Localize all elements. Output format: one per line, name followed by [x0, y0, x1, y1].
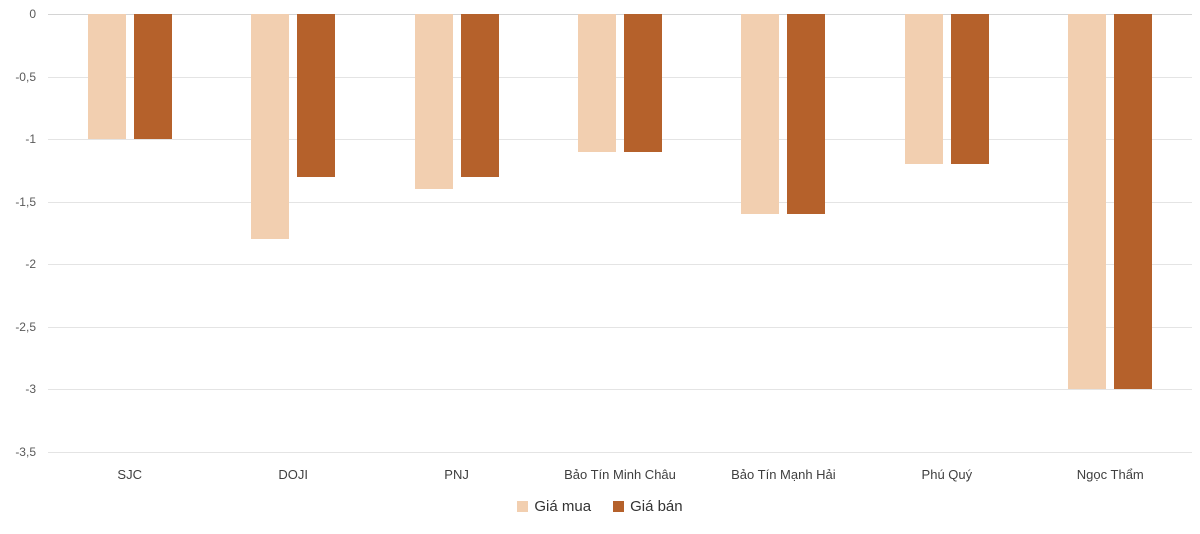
x-category-label-phú-quý: Phú Quý	[921, 467, 973, 482]
bar-giá-bán-doji	[297, 14, 336, 177]
x-category-label-ngọc-thẩm: Ngọc Thẩm	[1076, 467, 1144, 482]
bar-giá-bán-bảo-tín-mạnh-hải	[787, 14, 826, 215]
y-tick-label: -1	[25, 132, 36, 147]
gridline	[48, 452, 1192, 453]
bar-giá-mua-bảo-tín-minh-châu	[578, 14, 616, 152]
gridline	[48, 139, 1192, 141]
legend-item-giá-bán: Giá bán	[613, 498, 683, 515]
x-category-label-pnj: PNJ	[444, 467, 469, 482]
y-tick-label: -2,5	[15, 319, 36, 334]
gridline	[48, 264, 1192, 266]
gridline	[48, 201, 1192, 203]
bar-giá-mua-pnj	[414, 14, 453, 190]
legend-label: Giá mua	[534, 498, 592, 515]
legend-label: Giá bán	[630, 498, 683, 515]
gridline	[48, 389, 1192, 391]
legend: Giá mua Giá bán	[0, 498, 1200, 515]
bar-giá-mua-sjc	[87, 14, 126, 140]
y-tick-label: -0,5	[15, 69, 36, 84]
y-tick-label: -3	[25, 382, 36, 397]
y-tick-label: -3,5	[15, 445, 36, 459]
y-tick-label: -2	[25, 257, 36, 272]
bar-giá-mua-bảo-tín-mạnh-hải	[741, 14, 780, 215]
y-tick-label: 0	[29, 7, 36, 21]
bar-giá-bán-phú-quý	[950, 14, 989, 165]
bar-giá-mua-phú-quý	[904, 14, 943, 165]
bar-giá-mua-ngọc-thẩm	[1068, 14, 1107, 390]
legend-item-giá-mua: Giá mua	[517, 498, 591, 515]
legend-swatch-icon	[613, 501, 625, 512]
legend-swatch-icon	[517, 501, 529, 512]
bar-giá-bán-bảo-tín-minh-châu	[624, 14, 662, 152]
bar-giá-bán-pnj	[460, 14, 499, 177]
x-category-label-sjc: SJC	[117, 467, 142, 482]
bar-giá-bán-sjc	[133, 14, 172, 140]
zero-axis-line	[48, 14, 1192, 15]
gridline	[48, 76, 1192, 78]
x-category-label-bảo-tín-minh-châu: Bảo Tín Minh Châu	[564, 467, 676, 482]
x-category-label-doji: DOJI	[278, 467, 308, 482]
bar-giá-bán-ngọc-thẩm	[1114, 14, 1153, 390]
x-category-label-bảo-tín-mạnh-hải: Bảo Tín Mạnh Hải	[731, 467, 836, 482]
gridline	[48, 326, 1192, 328]
bar-giá-mua-doji	[251, 14, 290, 240]
y-tick-label: -1,5	[15, 194, 36, 209]
